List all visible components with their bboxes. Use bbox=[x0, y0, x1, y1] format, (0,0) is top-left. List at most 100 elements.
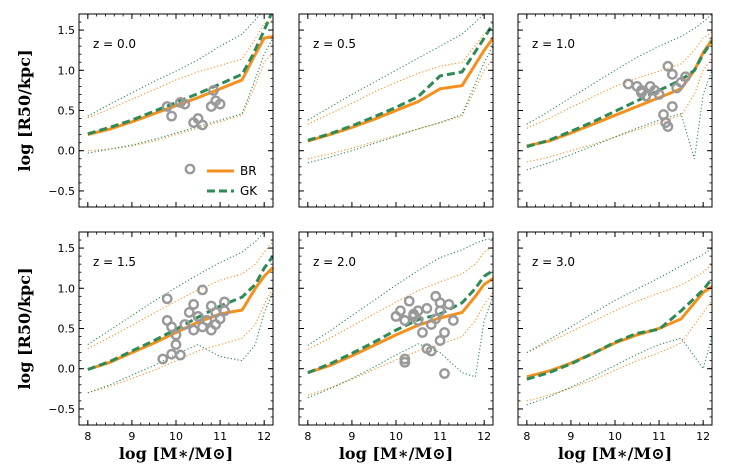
x-tick-label: 9 bbox=[128, 430, 135, 443]
observed-point bbox=[425, 345, 437, 357]
panel-2: z = 0.5 bbox=[298, 13, 494, 208]
y-tick-label: −0.5 bbox=[48, 185, 75, 198]
x-tick-label: 12 bbox=[696, 430, 710, 443]
observed-point bbox=[179, 98, 191, 110]
observed-point bbox=[188, 298, 200, 310]
observed-point bbox=[447, 315, 459, 326]
observed-point bbox=[622, 78, 634, 90]
observed-point bbox=[188, 324, 200, 336]
observed-point bbox=[439, 327, 450, 338]
observed-point bbox=[408, 311, 420, 322]
legend: BR GK bbox=[184, 163, 258, 198]
observed-point bbox=[157, 353, 169, 365]
br-median-line bbox=[87, 266, 273, 371]
panel-3: z = 1.0 bbox=[517, 13, 713, 208]
y-tick-label: 1.5 bbox=[58, 242, 76, 255]
observed-point bbox=[680, 71, 691, 83]
observed-point bbox=[170, 329, 182, 341]
y-tick-label: 1.0 bbox=[58, 282, 76, 295]
panel-redshift-label: z = 0.5 bbox=[313, 37, 356, 51]
observed-point bbox=[399, 315, 411, 326]
br-upper-bound bbox=[87, 241, 273, 350]
panel-redshift-label: z = 1.0 bbox=[532, 37, 575, 51]
x-tick-label: 12 bbox=[477, 430, 491, 443]
y-tick-label: 0.0 bbox=[58, 145, 76, 158]
y-tick-label: −0.5 bbox=[48, 403, 75, 416]
gk-upper-bound bbox=[307, 237, 493, 346]
observed-point bbox=[395, 305, 406, 317]
br-lower-bound bbox=[87, 52, 273, 152]
gk-lower-bound bbox=[87, 37, 273, 154]
observed-point bbox=[201, 315, 213, 326]
observed-point bbox=[666, 68, 678, 80]
observed-point bbox=[166, 110, 177, 122]
y-tick-label: 0.0 bbox=[58, 363, 76, 376]
x-tick-label: 8 bbox=[84, 430, 91, 443]
observed-point bbox=[170, 339, 182, 350]
br-upper-bound bbox=[526, 31, 712, 129]
observed-point bbox=[166, 348, 177, 360]
gk-median-line bbox=[87, 14, 273, 136]
observed-point bbox=[403, 295, 415, 307]
observed-point bbox=[439, 368, 450, 379]
observed-point bbox=[434, 335, 446, 346]
br-lower-bound bbox=[526, 57, 712, 163]
observed-point bbox=[399, 356, 411, 368]
gk-median-line bbox=[526, 40, 712, 149]
x-tick-label: 9 bbox=[567, 430, 574, 443]
x-tick-label: 11 bbox=[213, 430, 227, 443]
observed-point bbox=[662, 60, 674, 72]
y-axis-label: log [R50/kpc] bbox=[15, 49, 34, 171]
observed-point bbox=[197, 119, 208, 131]
observed-point bbox=[434, 305, 446, 317]
br-lower-bound bbox=[307, 57, 493, 160]
observed-point bbox=[161, 293, 173, 305]
observed-point bbox=[161, 101, 173, 112]
panel-redshift-label: z = 2.0 bbox=[313, 255, 356, 269]
br-lower-bound bbox=[526, 300, 712, 402]
br-upper-bound bbox=[87, 19, 273, 119]
x-axis-label: log [M∗/M⊙] bbox=[119, 444, 233, 463]
observed-point bbox=[214, 98, 226, 110]
gk-upper-bound bbox=[87, 14, 262, 117]
observed-point bbox=[208, 84, 219, 96]
br-median-line bbox=[526, 285, 712, 379]
legend-br-label: BR bbox=[240, 164, 257, 178]
legend-gk-label: GK bbox=[240, 184, 258, 198]
plot-area bbox=[307, 237, 493, 399]
panel-redshift-label: z = 0.0 bbox=[93, 37, 136, 51]
x-tick-label: 10 bbox=[169, 430, 183, 443]
plot-area bbox=[526, 247, 712, 406]
x-tick-label: 10 bbox=[608, 430, 622, 443]
observed-point bbox=[175, 349, 186, 361]
plot-area bbox=[87, 14, 273, 154]
gk-median-line bbox=[526, 277, 712, 381]
y-tick-label: 1.0 bbox=[58, 64, 76, 77]
br-upper-bound bbox=[307, 246, 493, 350]
x-tick-label: 8 bbox=[304, 430, 311, 443]
gk-median-line bbox=[87, 255, 273, 371]
observed-point bbox=[430, 313, 442, 325]
gk-upper-bound bbox=[307, 14, 485, 121]
y-axis-label: log [R50/kpc] bbox=[15, 267, 34, 389]
panel-4: −0.5 0.0 0.5 1.0 1.5 8 9 10 11 12 z = 1.5 log [M∗/M… bbox=[15, 231, 274, 463]
gk-lower-bound bbox=[526, 336, 712, 406]
br-median-line bbox=[307, 37, 493, 143]
observed-point bbox=[417, 327, 428, 338]
observed-point bbox=[179, 319, 191, 330]
observed-point bbox=[197, 284, 208, 296]
gk-lower-bound bbox=[307, 45, 493, 164]
observed-point bbox=[192, 311, 204, 322]
x-axis-label: log [M∗/M⊙] bbox=[558, 444, 672, 463]
observed-point bbox=[653, 89, 665, 100]
panel-redshift-label: z = 1.5 bbox=[93, 255, 136, 269]
br-upper-bound bbox=[307, 25, 493, 125]
panel-redshift-label: z = 3.0 bbox=[532, 255, 575, 269]
gk-upper-bound bbox=[87, 232, 266, 346]
x-tick-label: 11 bbox=[433, 430, 447, 443]
observed-point bbox=[662, 121, 674, 132]
x-tick-label: 10 bbox=[389, 430, 403, 443]
panel-5: 8 9 10 11 12 z = 2.0 log [M∗/M⊙] bbox=[298, 231, 494, 463]
panel-1: −0.5 0.0 0.5 1.0 1.5 z = 0.0 log [R50/kpc] BR GK bbox=[15, 13, 274, 208]
